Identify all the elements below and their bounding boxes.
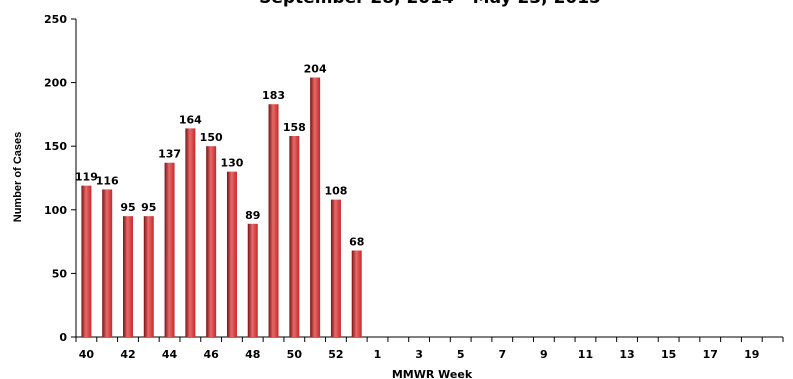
chart-title: September 28, 2014 - May 23, 2015 (259, 0, 601, 8)
bar (226, 171, 237, 337)
bar (102, 189, 113, 337)
bar (351, 250, 362, 337)
x-tick-label: 9 (540, 348, 548, 361)
bar (81, 185, 92, 337)
bar (143, 216, 154, 337)
x-tick-label: 40 (79, 348, 95, 361)
bar-data-label: 137 (158, 148, 181, 161)
bar-data-label: 95 (120, 201, 135, 214)
bar-data-label: 89 (245, 209, 260, 222)
bar (164, 162, 175, 337)
x-tick-label: 11 (578, 348, 593, 361)
y-axis-label: Number of Cases (12, 132, 24, 222)
x-tick-label: 44 (162, 348, 178, 361)
x-tick-label: 48 (245, 348, 260, 361)
x-tick-label: 42 (120, 348, 135, 361)
bar-data-label: 119 (75, 171, 98, 184)
bar-data-label: 158 (283, 121, 306, 134)
bar-data-label: 116 (96, 174, 119, 187)
bar (310, 77, 321, 338)
y-tick-label: 100 (44, 204, 67, 217)
bar (289, 136, 300, 337)
bar (268, 104, 279, 337)
y-tick-label: 250 (44, 13, 67, 26)
bar-data-label: 183 (262, 89, 285, 102)
y-tick-label: 0 (59, 331, 67, 344)
x-tick-label: 3 (415, 348, 423, 361)
x-tick-label: 7 (498, 348, 506, 361)
x-tick-label: 52 (328, 348, 343, 361)
y-tick-label: 150 (44, 140, 67, 153)
bar (330, 199, 341, 337)
bar-data-label: 150 (200, 131, 223, 144)
bar-data-label: 204 (304, 63, 327, 76)
x-tick-label: 5 (457, 348, 465, 361)
y-tick-label: 200 (44, 77, 67, 90)
bar (247, 223, 258, 337)
bar-data-label: 164 (179, 113, 202, 126)
bar (206, 146, 217, 337)
x-axis-label: MMWR Week (392, 368, 473, 379)
bar-data-label: 130 (220, 157, 243, 170)
x-tick-label: 50 (287, 348, 303, 361)
x-tick-label: 17 (703, 348, 718, 361)
x-tick-label: 19 (744, 348, 759, 361)
bar (185, 128, 196, 337)
x-tick-label: 13 (619, 348, 634, 361)
x-tick-label: 1 (374, 348, 382, 361)
x-tick-label: 15 (661, 348, 676, 361)
x-tick-label: 46 (204, 348, 220, 361)
bar (122, 216, 133, 337)
y-tick-label: 50 (52, 267, 68, 280)
bar-data-label: 95 (141, 201, 156, 214)
bar-data-label: 108 (324, 185, 347, 198)
bar-data-label: 68 (349, 236, 364, 249)
